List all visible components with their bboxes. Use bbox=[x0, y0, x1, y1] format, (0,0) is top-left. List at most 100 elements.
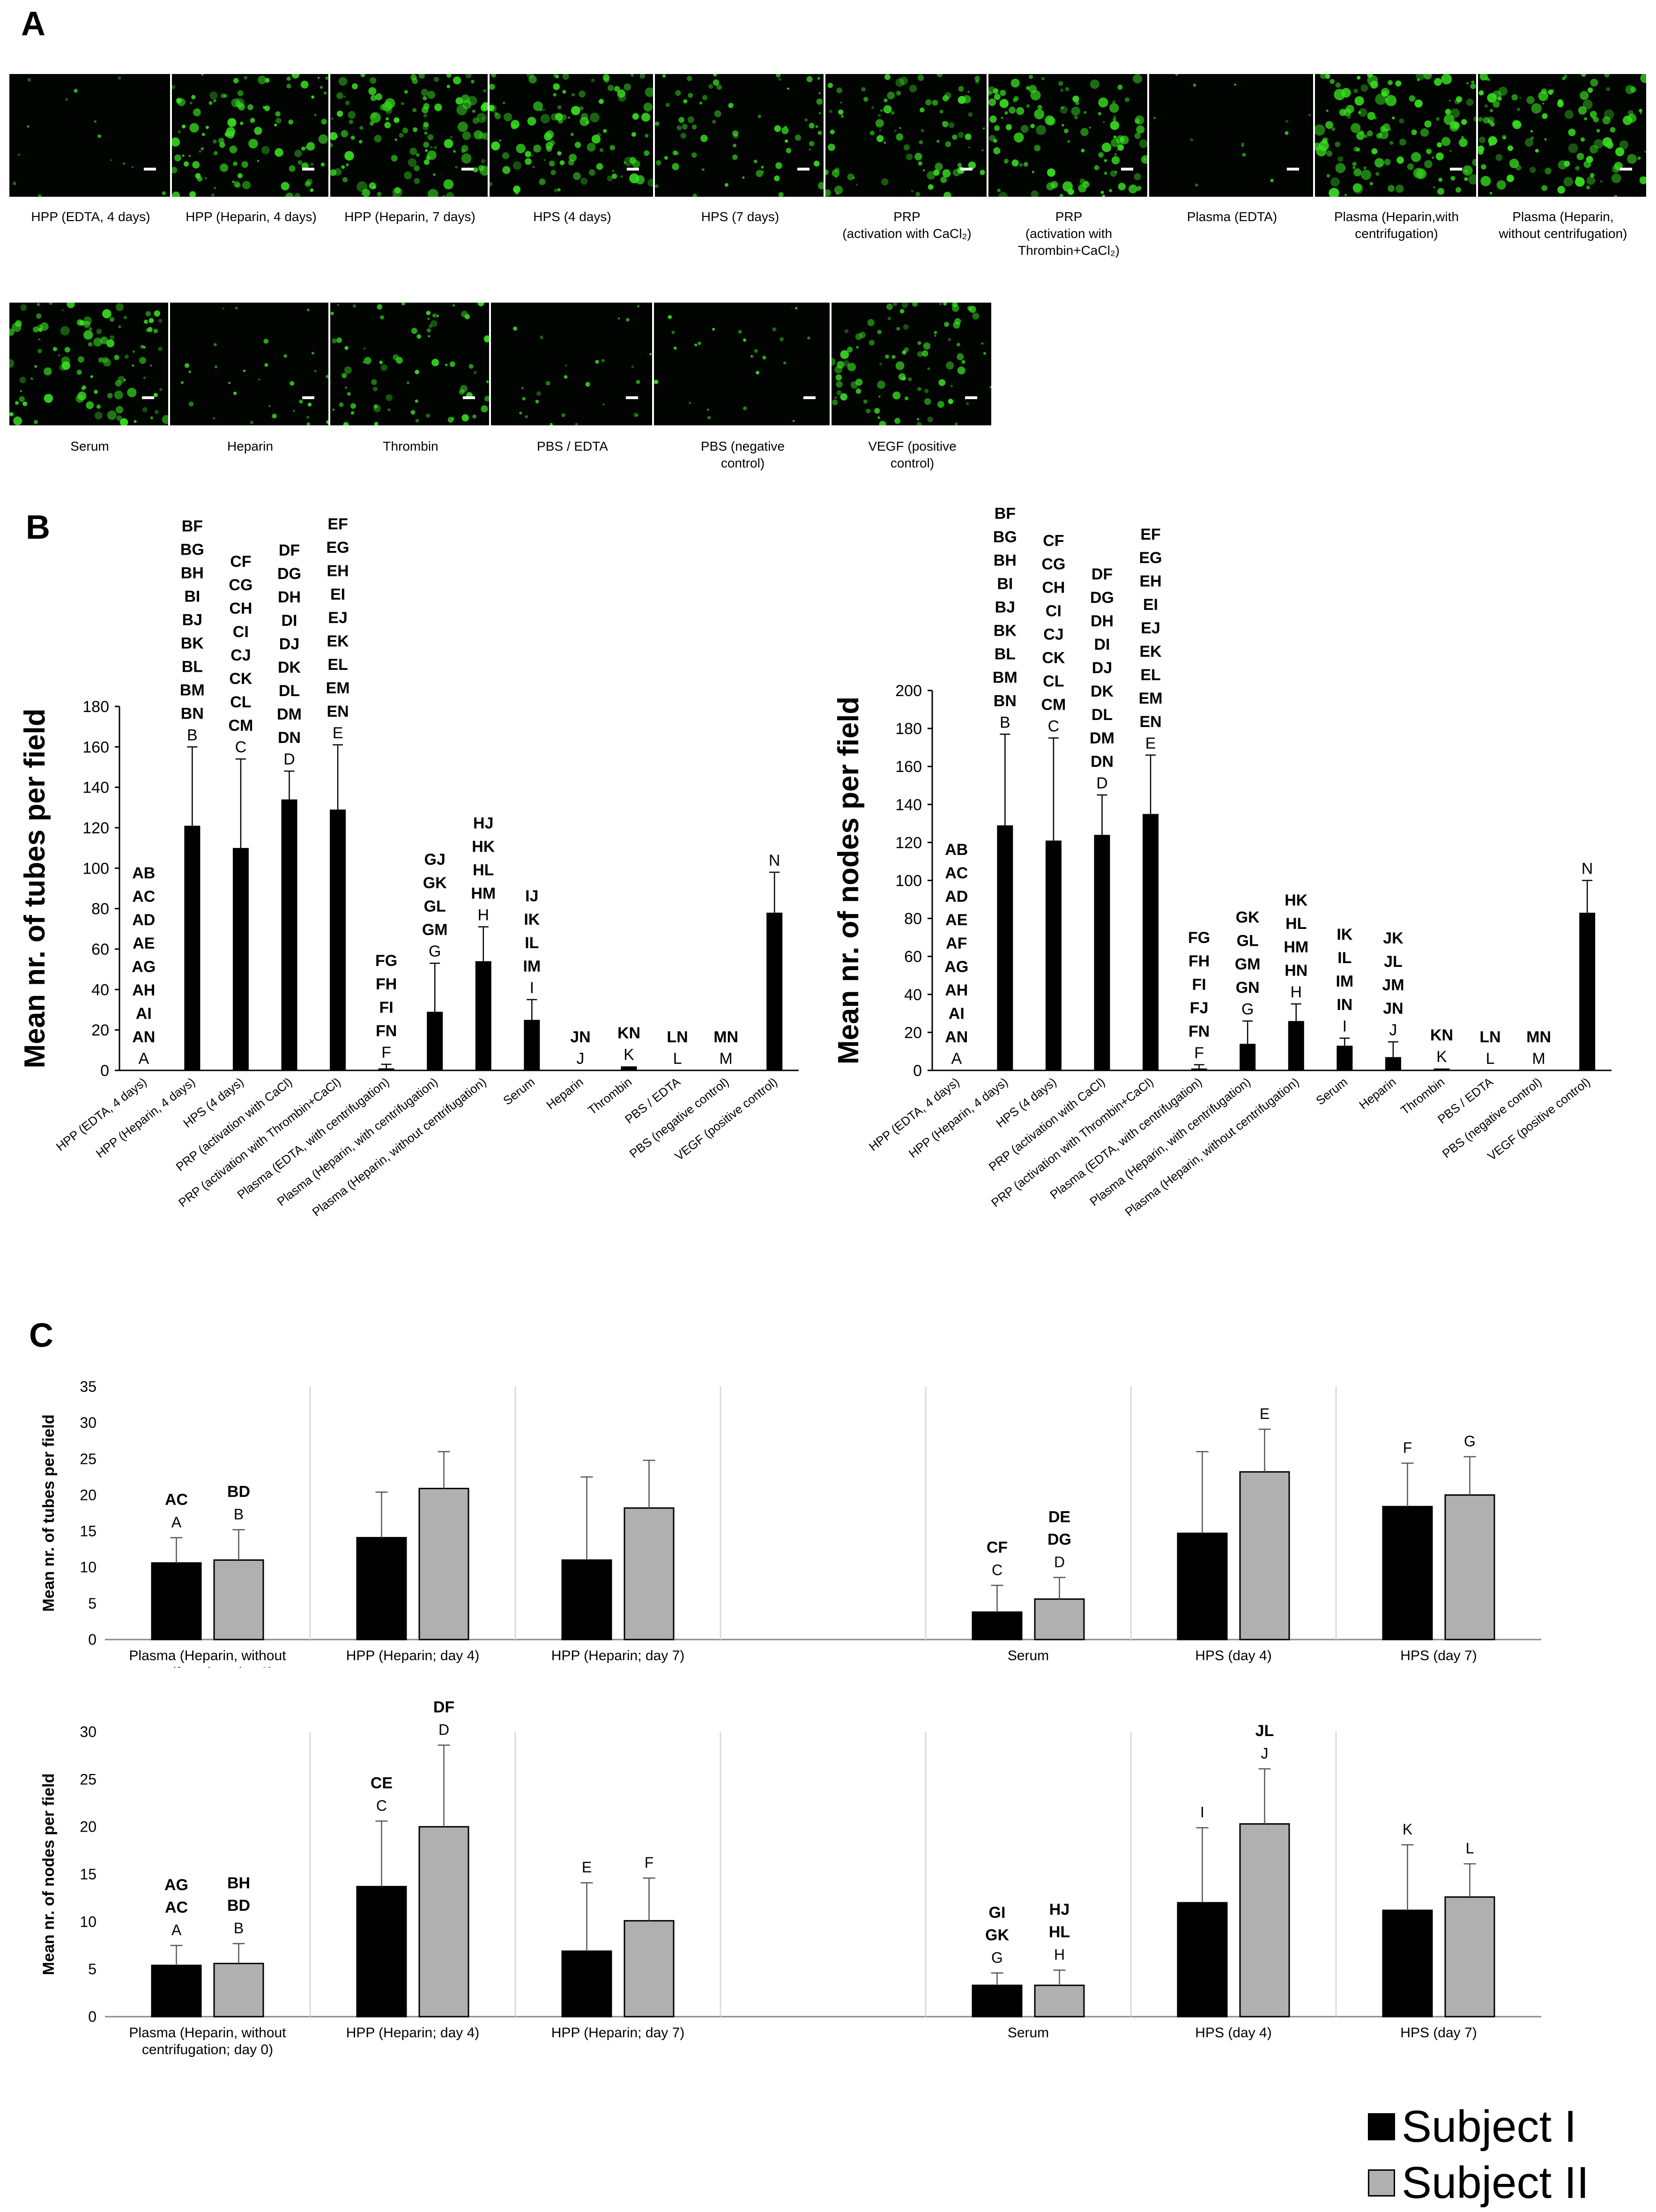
significance-annotation: GI bbox=[989, 1904, 1006, 1922]
panel-label-a: A bbox=[21, 5, 45, 43]
significance-annotation: FJ bbox=[1190, 999, 1209, 1017]
significance-annotation: CG bbox=[229, 576, 252, 594]
row1-micrograph-8 bbox=[1149, 74, 1313, 197]
scale-bar bbox=[1287, 168, 1299, 171]
bar bbox=[1433, 1068, 1450, 1070]
row2-micrograph-caption-4: PBS / EDTA bbox=[479, 438, 666, 455]
caption-line: Serum bbox=[70, 439, 109, 453]
significance-annotation: DE bbox=[1048, 1508, 1070, 1526]
y-tick-label: 40 bbox=[904, 986, 922, 1004]
row2-micrograph-caption-5: PBS (negative control) bbox=[642, 438, 843, 472]
significance-annotation: AH bbox=[945, 981, 968, 999]
significance-annotation: GL bbox=[424, 898, 446, 915]
significance-annotation: EM bbox=[1139, 690, 1163, 707]
x-tick-label: centrifugation; day 0) bbox=[142, 1665, 273, 1668]
y-tick-label: 60 bbox=[904, 948, 922, 966]
y-tick-label: 30 bbox=[80, 1723, 97, 1740]
significance-annotation: AF bbox=[946, 935, 967, 952]
significance-annotation: AE bbox=[133, 935, 155, 952]
row1-micrograph-caption-8: Plasma (EDTA) bbox=[1137, 208, 1327, 225]
significance-letter: L bbox=[1466, 1840, 1474, 1857]
significance-annotation: DG bbox=[1090, 589, 1114, 607]
significance-letter: M bbox=[1532, 1050, 1545, 1068]
significance-annotation: HL bbox=[1049, 1923, 1070, 1941]
row2-micrograph-2 bbox=[170, 303, 328, 425]
significance-annotation: EG bbox=[1139, 549, 1162, 567]
significance-annotation: CE bbox=[371, 1774, 393, 1792]
significance-letter: I bbox=[1343, 1017, 1347, 1035]
y-tick-label: 30 bbox=[80, 1414, 97, 1431]
significance-annotation: LN bbox=[667, 1028, 688, 1046]
significance-annotation: FH bbox=[1188, 952, 1210, 970]
bar-subject-1 bbox=[1177, 1532, 1228, 1640]
caption-line: PBS / EDTA bbox=[537, 439, 608, 453]
significance-annotation: EF bbox=[327, 515, 348, 533]
bar bbox=[1143, 814, 1159, 1070]
caption-line: Plasma (Heparin, bbox=[1512, 209, 1614, 224]
significance-annotation: IM bbox=[523, 958, 541, 975]
significance-annotation: DH bbox=[278, 588, 301, 606]
significance-annotation: CJ bbox=[1043, 625, 1063, 643]
significance-annotation: CF bbox=[987, 1538, 1008, 1556]
significance-annotation: CH bbox=[1042, 579, 1065, 596]
row1-micrograph-caption-9: Plasma (Heparin,with centrifugation) bbox=[1303, 208, 1490, 242]
x-tick-label: Serum bbox=[1008, 1648, 1049, 1663]
significance-annotation: BI bbox=[997, 575, 1013, 593]
significance-annotation: EK bbox=[327, 632, 349, 650]
significance-annotation: EK bbox=[1139, 643, 1162, 661]
row2-micrograph-5 bbox=[654, 303, 830, 425]
row1-micrograph-1 bbox=[9, 74, 170, 197]
significance-letter: H bbox=[1054, 1946, 1065, 1963]
significance-annotation: BH bbox=[994, 551, 1017, 569]
row1-micrograph-10 bbox=[1478, 74, 1646, 197]
significance-annotation: HK bbox=[472, 838, 495, 856]
caption-line: HPP (Heparin, 4 days) bbox=[186, 209, 317, 224]
row1-micrograph-caption-6: PRP (activation with CaCl₂) bbox=[814, 208, 1000, 242]
significance-annotation: IJ bbox=[525, 887, 538, 905]
row2-micrograph-caption-3: Thrombin bbox=[319, 438, 503, 455]
significance-annotation: AB bbox=[132, 864, 155, 882]
significance-letter: A bbox=[171, 1514, 182, 1530]
significance-letter: F bbox=[1194, 1044, 1204, 1062]
significance-letter: F bbox=[381, 1044, 391, 1061]
significance-letter: C bbox=[376, 1797, 387, 1814]
legend-item-subject-1: Subject I bbox=[1368, 2099, 1589, 2155]
bar bbox=[1045, 840, 1062, 1070]
scale-bar bbox=[797, 168, 809, 171]
y-tick-label: 140 bbox=[82, 779, 109, 797]
significance-letter: K bbox=[1403, 1821, 1412, 1838]
y-axis-label: Mean nr. of nodes per field bbox=[40, 1774, 58, 1975]
significance-annotation: EG bbox=[327, 539, 349, 557]
chart-c-tubes: Mean nr. of tubes per field 0 5 10 15 20 25 30 3… bbox=[40, 1378, 1541, 1668]
significance-letter: M bbox=[719, 1050, 732, 1068]
y-tick-label: 20 bbox=[80, 1819, 97, 1835]
panel-label-b: B bbox=[26, 509, 50, 546]
significance-annotation: AC bbox=[165, 1899, 188, 1916]
significance-annotation: DF bbox=[433, 1698, 454, 1716]
scale-bar bbox=[142, 396, 154, 399]
significance-annotation: AB bbox=[945, 841, 968, 859]
row2-micrograph-1 bbox=[9, 303, 168, 425]
legend-swatch-subject-2 bbox=[1368, 2169, 1395, 2197]
significance-annotation: JN bbox=[570, 1028, 590, 1046]
bar bbox=[475, 961, 491, 1070]
significance-annotation: HM bbox=[1284, 938, 1308, 956]
panel-label-c: C bbox=[29, 1317, 53, 1354]
row1-micrograph-6 bbox=[825, 74, 987, 197]
y-tick-label: 100 bbox=[895, 872, 922, 890]
significance-letter: B bbox=[234, 1920, 244, 1937]
bar-subject-1 bbox=[151, 1965, 202, 2018]
y-tick-label: 20 bbox=[80, 1486, 97, 1503]
caption-line: Plasma (Heparin,with bbox=[1334, 209, 1459, 224]
caption-line: centrifugation) bbox=[1355, 226, 1438, 241]
y-tick-label: 0 bbox=[100, 1062, 109, 1080]
significance-annotation: CF bbox=[1043, 532, 1064, 549]
row2-micrograph-4 bbox=[491, 303, 652, 425]
significance-annotation: BK bbox=[994, 622, 1017, 639]
significance-annotation: FI bbox=[1192, 976, 1206, 994]
significance-annotation: IN bbox=[1337, 996, 1352, 1014]
significance-annotation: HM bbox=[471, 885, 496, 903]
bar bbox=[232, 848, 249, 1070]
significance-annotation: AI bbox=[949, 1005, 965, 1023]
significance-annotation: EM bbox=[326, 679, 350, 697]
